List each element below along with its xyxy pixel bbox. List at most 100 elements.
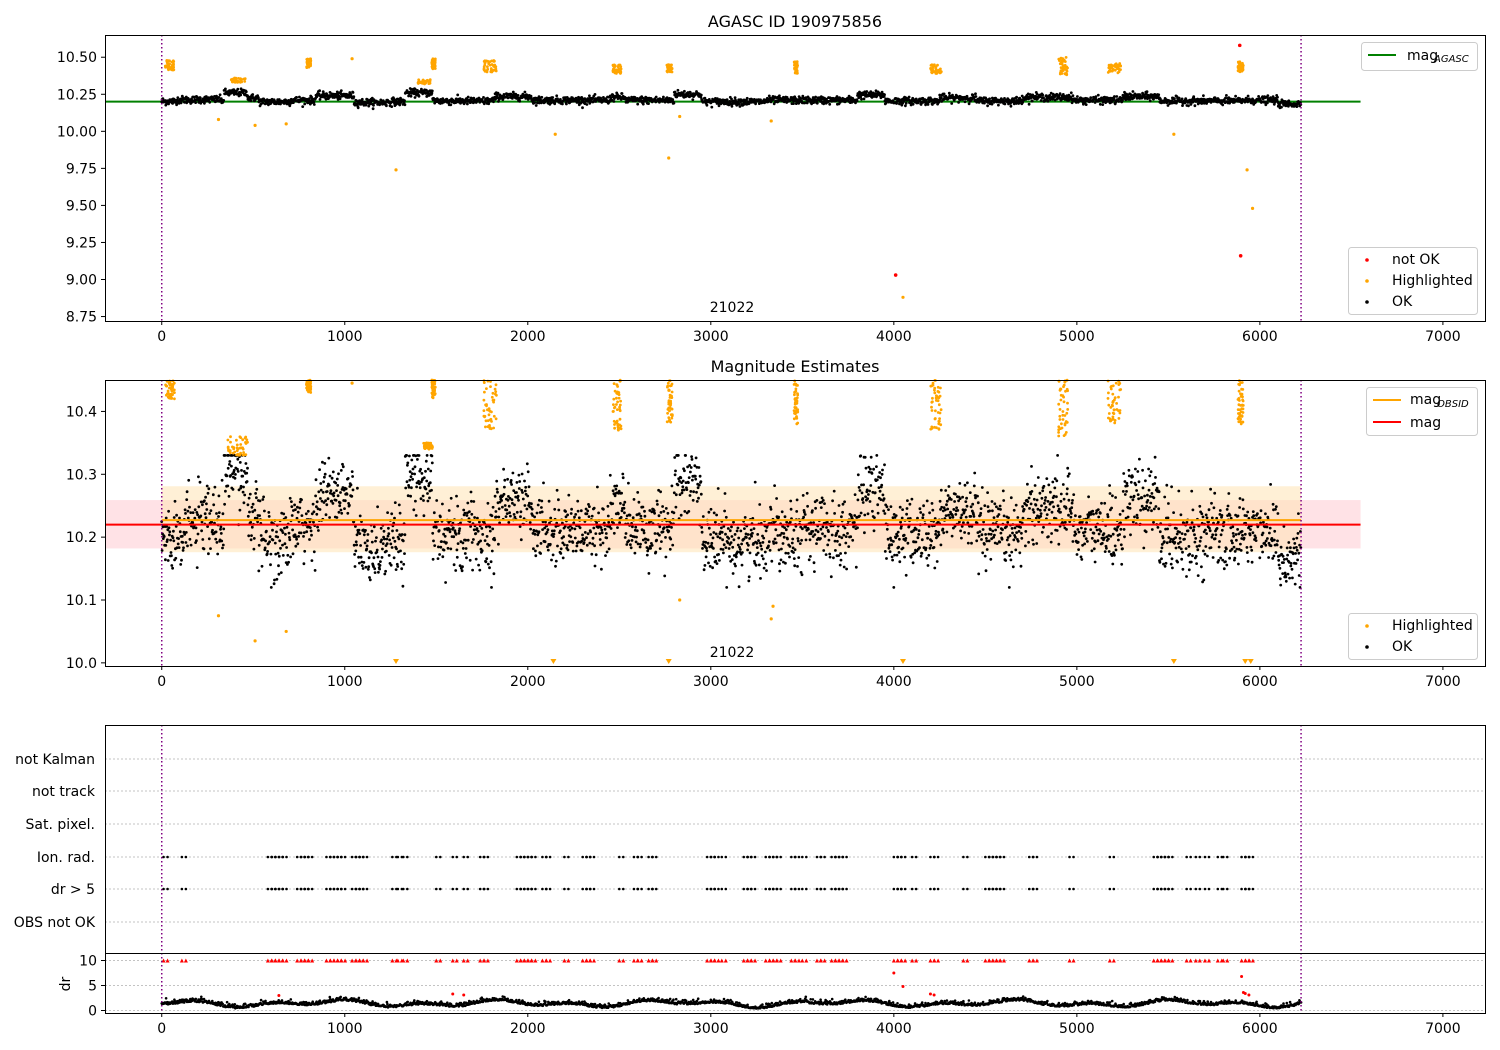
ok-point: [302, 531, 306, 534]
ok-point: [681, 485, 685, 489]
ok-point: [773, 484, 776, 487]
agasc-not-ok-points: [893, 43, 1243, 277]
ok-point: [354, 540, 358, 544]
ok-point: [167, 102, 171, 106]
ok-point: [495, 479, 499, 483]
ok-point: [1187, 104, 1190, 108]
ok-point: [236, 457, 240, 461]
ok-point: [693, 474, 697, 478]
ok-point: [523, 90, 527, 94]
ok-point: [199, 514, 203, 518]
ok-point: [348, 503, 351, 507]
ok-point: [1076, 95, 1079, 98]
highlighted-point: [433, 64, 437, 68]
ok-point: [627, 481, 630, 485]
ok-point: [250, 525, 254, 529]
ok-point: [757, 539, 760, 543]
ok-point: [466, 95, 470, 99]
ok-point: [394, 568, 398, 571]
ok-point: [279, 546, 282, 550]
ok-point: [521, 497, 525, 501]
ok-point: [428, 481, 432, 485]
ok-point: [392, 556, 396, 560]
ok-point: [542, 481, 545, 485]
ok-point: [752, 527, 756, 530]
ok-point: [659, 511, 663, 514]
ok-point: [466, 501, 470, 505]
ok-point: [462, 508, 466, 512]
ok-point: [658, 547, 662, 550]
highlighted-point: [172, 68, 176, 72]
ok-point: [647, 102, 650, 105]
ok-point: [366, 539, 369, 543]
ok-point: [504, 515, 508, 518]
ok-point: [780, 547, 783, 551]
ok-point: [957, 101, 960, 104]
ok-point: [185, 498, 189, 501]
ok-point: [1069, 91, 1073, 95]
ok-point: [436, 557, 440, 560]
ok-point: [676, 483, 680, 487]
ok-point: [249, 538, 253, 542]
ok-point: [760, 547, 764, 551]
ok-point: [620, 509, 624, 513]
ok-point: [639, 542, 642, 546]
ok-point: [746, 533, 750, 536]
ok-point: [188, 505, 191, 509]
ok-point: [311, 502, 315, 506]
ok-point: [565, 102, 568, 106]
ok-point: [172, 539, 176, 543]
ok-point: [714, 532, 718, 536]
ok-point: [315, 500, 319, 504]
ok-point: [726, 527, 730, 530]
ok-point: [963, 100, 967, 104]
highlighted-point: [901, 295, 905, 299]
ok-point: [258, 514, 261, 517]
ok-point: [602, 507, 605, 511]
ok-point: [344, 487, 348, 491]
ok-point: [304, 512, 308, 516]
ok-point: [480, 549, 484, 553]
ok-point: [217, 511, 221, 514]
ok-point: [586, 532, 590, 536]
ok-point: [205, 484, 209, 488]
ok-point: [388, 538, 391, 542]
ok-point: [323, 472, 327, 476]
ok-point: [1094, 95, 1098, 99]
ok-point: [657, 514, 661, 518]
ok-point: [465, 556, 468, 560]
highlighted-point: [168, 66, 171, 70]
ok-point: [1221, 103, 1225, 107]
ok-point: [458, 527, 462, 530]
ok-point: [503, 478, 507, 482]
ok-point: [296, 542, 300, 546]
ok-point: [385, 537, 389, 541]
highlighted-point: [490, 63, 494, 66]
ok-point: [1225, 94, 1228, 97]
ok-point: [517, 498, 520, 502]
ok-point: [562, 535, 565, 539]
ok-point: [184, 531, 188, 534]
ok-point: [273, 578, 276, 582]
ok-point: [202, 547, 206, 551]
ok-point: [393, 516, 396, 520]
ok-point: [492, 572, 496, 576]
ok-point: [238, 461, 242, 464]
highlighted-point: [666, 70, 670, 73]
ok-point: [1015, 95, 1018, 99]
ok-point: [699, 93, 703, 97]
ok-point: [277, 572, 281, 576]
ok-point: [689, 466, 693, 469]
ok-point: [582, 541, 586, 544]
highlighted-point: [1059, 61, 1063, 65]
ok-point: [664, 555, 668, 559]
ok-point: [593, 544, 596, 548]
ok-point: [597, 511, 600, 515]
ok-point: [647, 572, 651, 575]
ok-point: [689, 470, 692, 474]
ok-point: [656, 503, 659, 506]
ok-point: [523, 504, 527, 507]
ok-point: [217, 494, 221, 498]
ok-point: [250, 534, 253, 537]
ok-point: [403, 533, 407, 537]
